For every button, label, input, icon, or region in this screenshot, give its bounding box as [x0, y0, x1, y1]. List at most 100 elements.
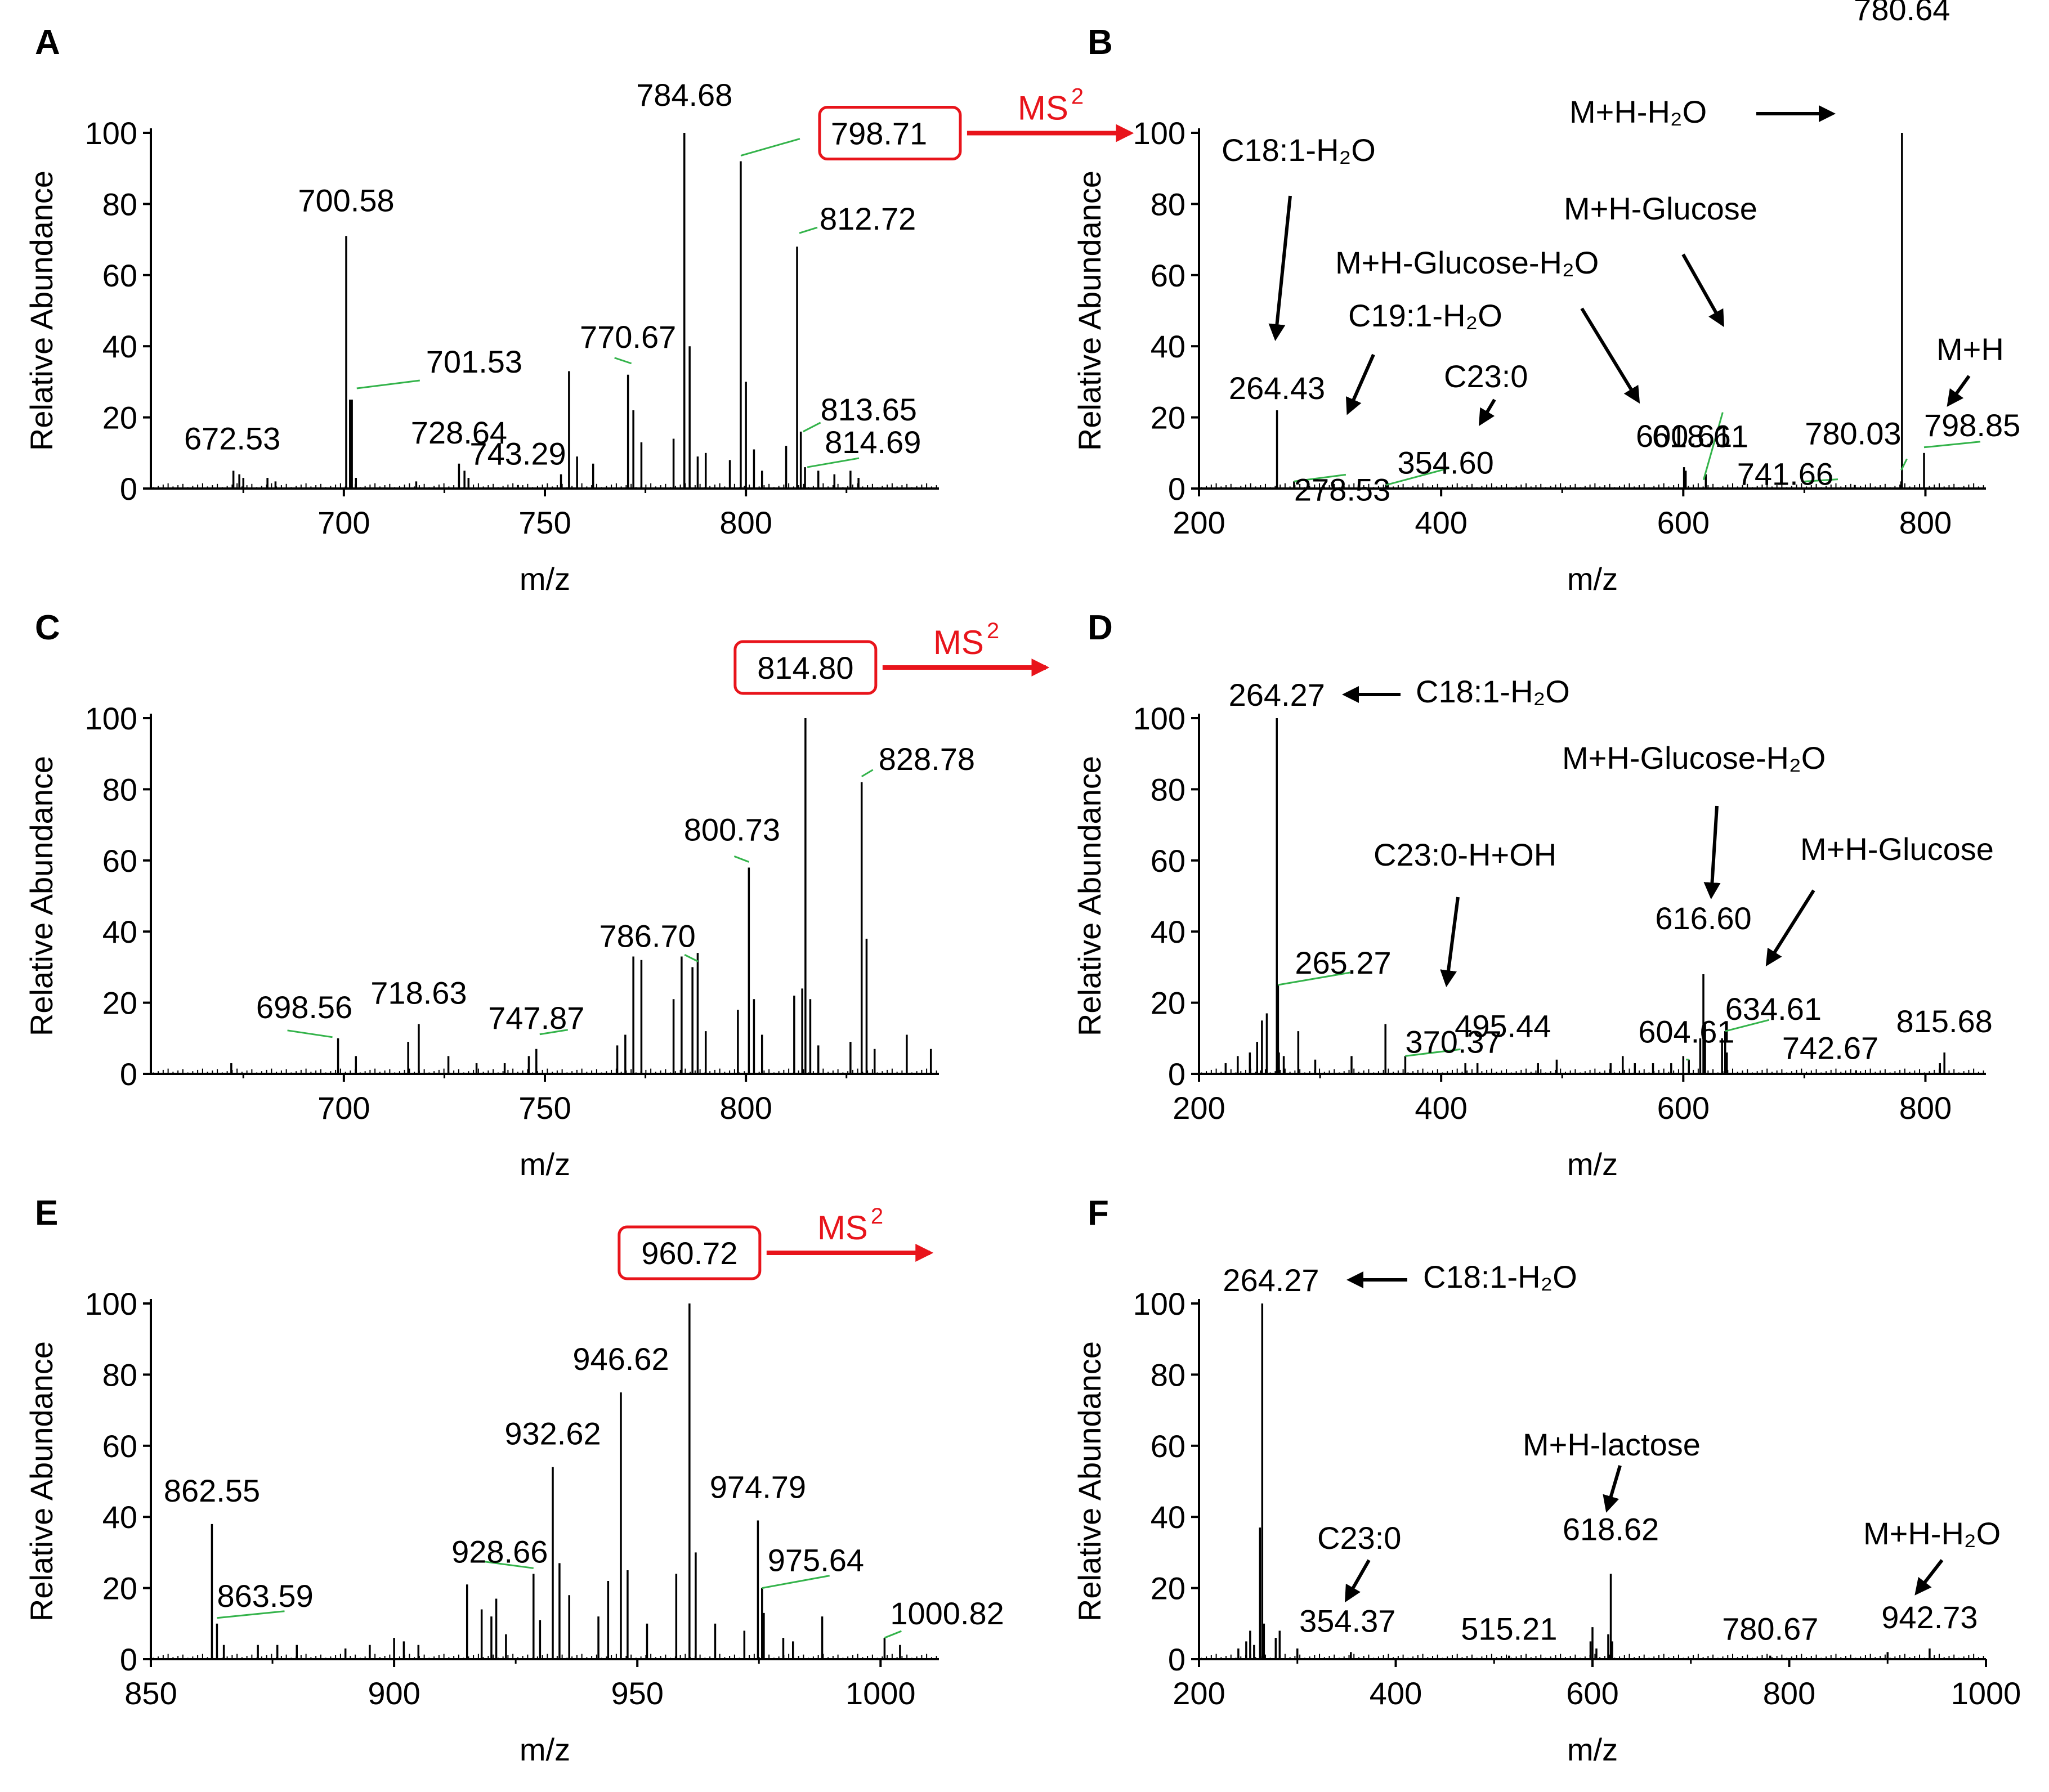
label-leader-line — [482, 1560, 534, 1569]
y-tick-label: 20 — [102, 400, 137, 436]
x-tick-label: 600 — [1657, 1090, 1710, 1126]
peak-label: 354.60 — [1398, 445, 1494, 481]
fragment-arrow — [1703, 805, 1721, 899]
ms2-superscript: 2 — [1071, 84, 1084, 109]
y-axis-title: Relative Abundance — [1072, 1341, 1107, 1621]
peak-label: 515.21 — [1461, 1611, 1557, 1647]
label-leader-line — [1294, 473, 1346, 482]
y-axis-title: Relative Abundance — [1072, 171, 1107, 451]
fragment-arrow — [1268, 195, 1292, 341]
peak-label: 264.43 — [1229, 370, 1325, 406]
fragment-label: M+H-H₂O — [1863, 1516, 2001, 1551]
x-tick-label: 800 — [719, 505, 772, 540]
label-leader-line — [884, 1630, 902, 1639]
fragment-label: C18:1-H₂O — [1423, 1259, 1577, 1294]
peak-label: 701.53 — [426, 344, 522, 379]
x-tick-label: 700 — [317, 505, 370, 540]
peak-label: 495.44 — [1455, 1009, 1551, 1044]
peak-label: 747.87 — [488, 1000, 584, 1036]
y-axis-title: Relative Abundance — [24, 1341, 59, 1621]
fragment-label: M+H-Glucose — [1800, 831, 1994, 867]
y-tick-label: 80 — [102, 772, 137, 807]
y-tick-label: 20 — [1151, 1571, 1185, 1606]
y-tick-label: 80 — [102, 186, 137, 222]
y-tick-label: 0 — [1168, 1056, 1185, 1092]
ms2-label: MS — [1018, 89, 1068, 127]
peak-label: 672.53 — [184, 420, 280, 456]
x-tick-label: 400 — [1415, 505, 1467, 540]
peak-label: 741.66 — [1737, 456, 1833, 492]
peak-label: 698.56 — [256, 989, 352, 1025]
y-tick-label: 40 — [1151, 329, 1185, 364]
peak-label: 618.62 — [1563, 1511, 1659, 1547]
peak-label: 812.72 — [820, 201, 916, 236]
label-leader-line — [733, 855, 749, 863]
fragment-arrow — [1914, 1559, 1944, 1596]
y-tick-label: 60 — [102, 1428, 137, 1464]
chart-panel-d: 0 20 40 60 80 100 200 400 600 800 m/z Relative Abun… — [1072, 677, 1993, 1182]
y-tick-label: 0 — [120, 1056, 137, 1092]
fragment-label: M+H-Glucose-H₂O — [1335, 245, 1599, 280]
panel-letter-c: C — [35, 608, 60, 647]
label-leader-line — [1386, 467, 1449, 486]
fragment-arrow — [1345, 353, 1375, 415]
y-tick-label: 100 — [85, 1286, 137, 1321]
y-tick-label: 60 — [102, 258, 137, 293]
label-leader-line — [802, 422, 821, 433]
selected-precursor-box — [618, 1225, 762, 1280]
x-tick-label: 400 — [1370, 1675, 1422, 1711]
panel-letter-b: B — [1088, 23, 1113, 62]
x-tick-label: 600 — [1566, 1675, 1618, 1711]
y-tick-label: 20 — [102, 1571, 137, 1606]
peak-label: 942.73 — [1881, 1600, 1978, 1635]
fragment-arrow — [1345, 1559, 1371, 1603]
x-axis-title: m/z — [520, 1146, 570, 1182]
x-axis-title: m/z — [1567, 1732, 1618, 1767]
fragment-label: M+H — [1936, 331, 2004, 367]
y-tick-label: 40 — [1151, 1499, 1185, 1535]
peak-label: 975.64 — [768, 1543, 864, 1578]
y-tick-label: 60 — [1151, 1428, 1185, 1464]
peak-label: 780.67 — [1722, 1611, 1818, 1647]
fragment-arrow — [1681, 253, 1724, 328]
peak-label: 604.61 — [1638, 1014, 1734, 1050]
chart-panel-b: 0 20 40 60 80 100 200 400 600 800 m/z Relative Abun… — [1072, 0, 2020, 597]
label-leader-line — [1725, 1019, 1770, 1032]
x-tick-label: 750 — [518, 1090, 571, 1126]
y-tick-label: 40 — [102, 329, 137, 364]
y-tick-label: 40 — [102, 914, 137, 949]
fragment-label: M+H-lactose — [1523, 1427, 1701, 1462]
y-tick-label: 100 — [85, 115, 137, 151]
x-tick-label: 800 — [719, 1090, 772, 1126]
y-tick-label: 100 — [1133, 1286, 1185, 1321]
x-tick-label: 200 — [1173, 1090, 1225, 1126]
label-leader-line — [1923, 441, 1981, 449]
x-tick-label: 800 — [1899, 505, 1952, 540]
peak-label: 784.68 — [636, 77, 732, 113]
ms2-superscript: 2 — [987, 619, 999, 643]
peak-label: 814.69 — [825, 424, 921, 460]
chart-panel-a: 0 20 40 60 80 100 700 750 800 m/z Relative Abundan… — [24, 77, 1134, 597]
x-tick-label: 400 — [1415, 1090, 1467, 1126]
chart-panel-c: 0 20 40 60 80 100 700 750 800 m/z Relative Abundan… — [24, 619, 1050, 1182]
peak-label: 814.80 — [757, 650, 853, 686]
fragment-arrow — [1603, 1465, 1622, 1513]
x-axis-title: m/z — [520, 1732, 570, 1767]
y-axis-title: Relative Abundance — [1072, 756, 1107, 1036]
label-leader-line — [1802, 478, 1838, 483]
peak-label: 862.55 — [164, 1473, 260, 1508]
peak-label: 800.73 — [684, 812, 780, 847]
fragment-label: C19:1-H₂O — [1348, 298, 1502, 333]
y-tick-label: 80 — [1151, 186, 1185, 222]
y-tick-label: 60 — [1151, 258, 1185, 293]
peak-label: 742.67 — [1782, 1031, 1878, 1066]
y-tick-label: 20 — [102, 985, 137, 1021]
y-tick-label: 40 — [102, 1499, 137, 1535]
fragment-label: C23:0 — [1444, 359, 1528, 394]
fragment-label: C18:1-H₂O — [1416, 674, 1570, 709]
fragment-arrow — [1580, 307, 1640, 404]
peak-label: 828.78 — [879, 741, 975, 777]
panel-d-fragments: C18:1-H₂O M+H-Glucose-H₂O C23:0-H+OH M+H… — [1342, 674, 1994, 987]
peak-label: 946.62 — [572, 1341, 669, 1377]
